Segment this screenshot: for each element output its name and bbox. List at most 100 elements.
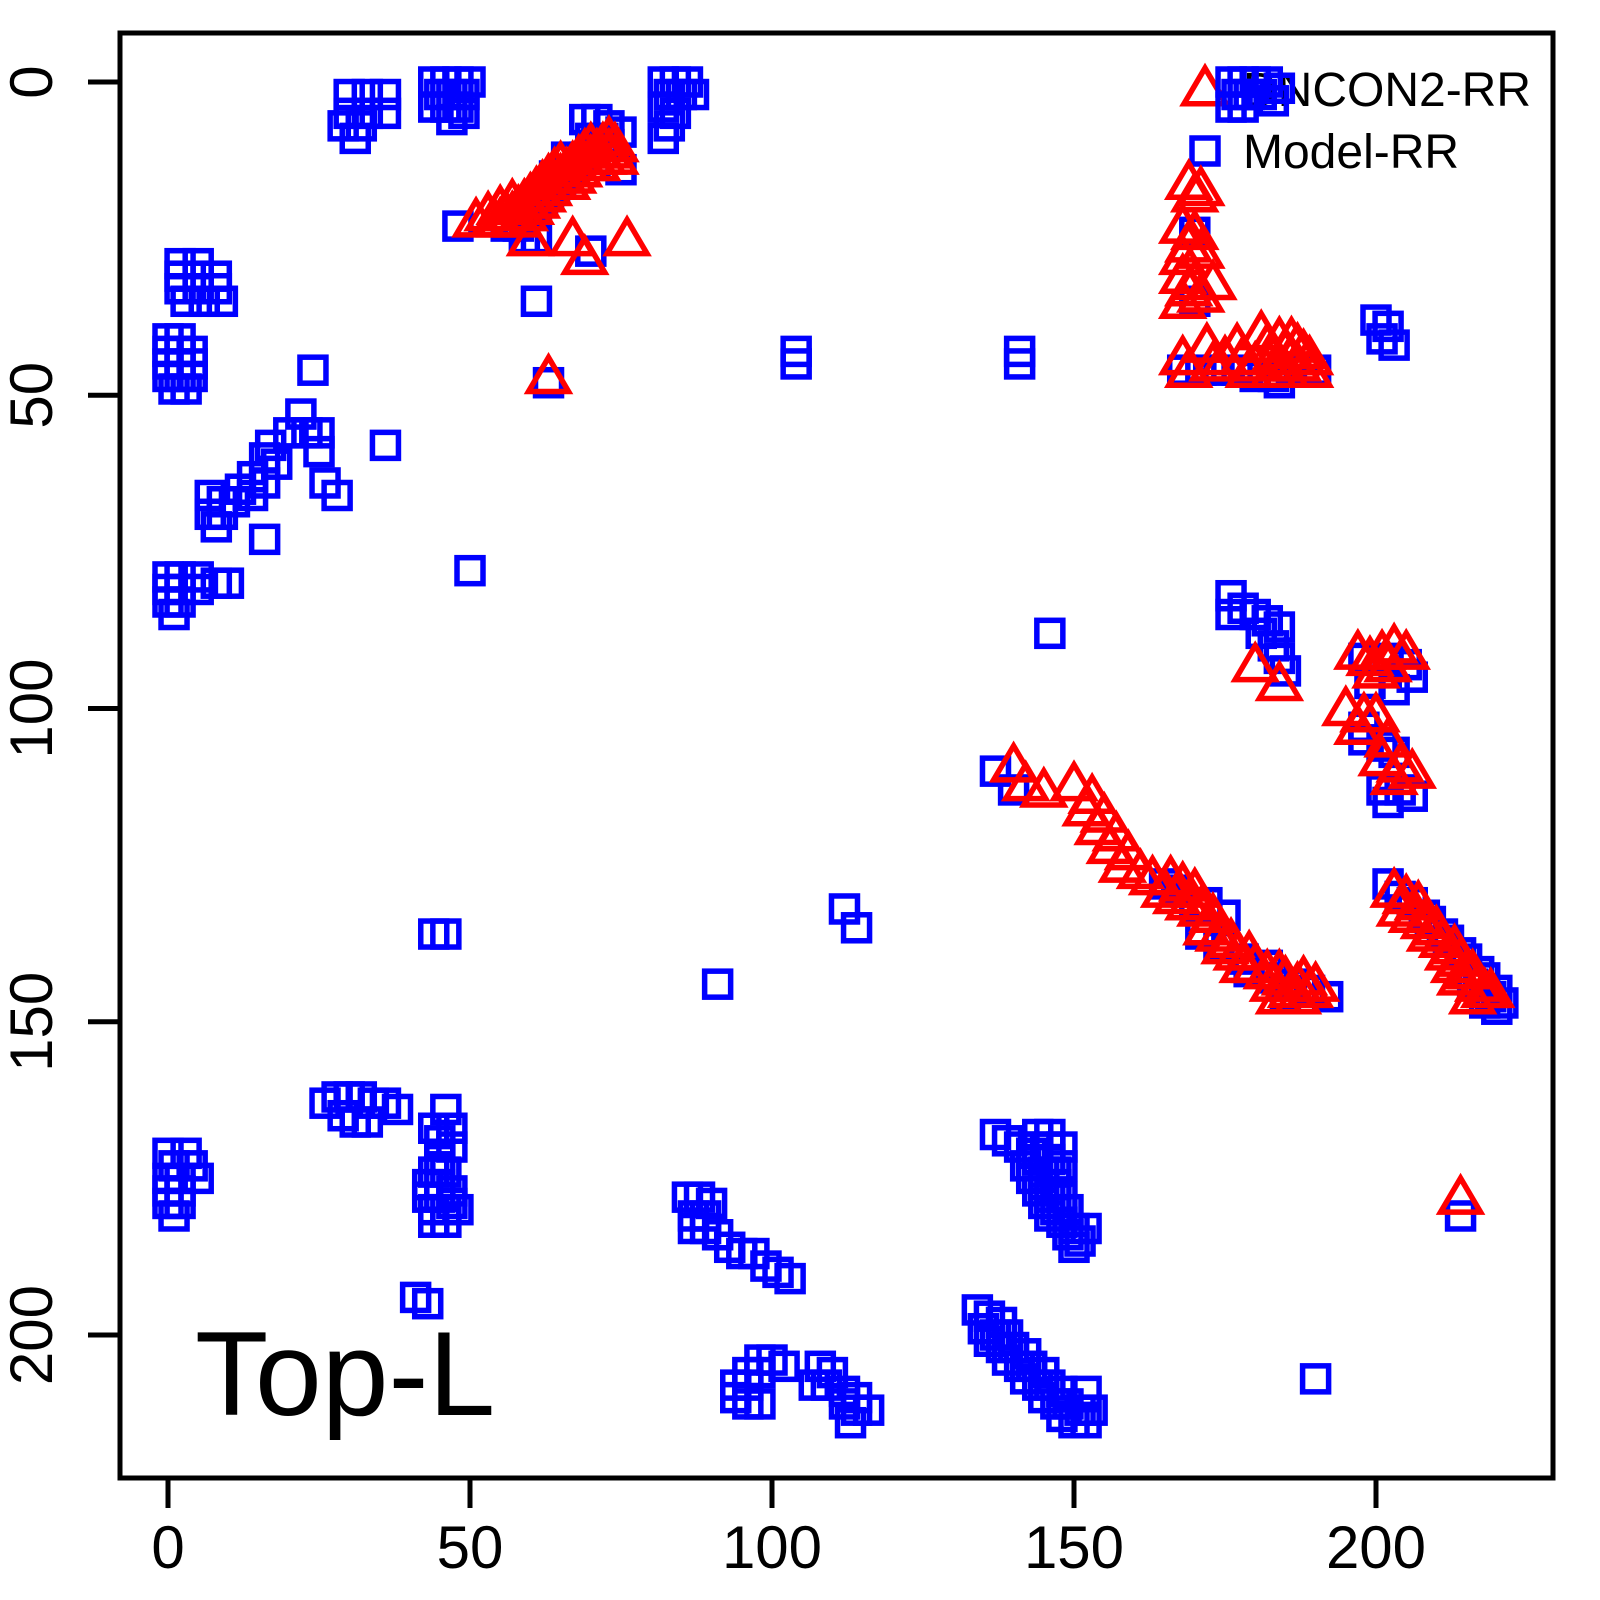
dncon2-rr-point xyxy=(1248,345,1299,388)
model-rr-point xyxy=(369,78,402,111)
y-axis-tick-label: 150 xyxy=(0,972,65,1072)
legend-square-marker xyxy=(1189,135,1221,167)
model-rr-point xyxy=(206,285,239,318)
y-axis-tick-label: 100 xyxy=(0,658,65,758)
model-rr-point xyxy=(1372,786,1404,819)
dncon2-rr-point xyxy=(1447,972,1498,1015)
dncon2-rr-point xyxy=(1405,909,1456,952)
model-rr-point xyxy=(321,479,353,512)
dncon2-rr-point xyxy=(1163,878,1214,921)
dncon2-rr-point xyxy=(559,232,610,276)
model-rr-point xyxy=(744,1388,776,1420)
model-rr-point xyxy=(236,479,269,512)
x-axis-tick-label: 0 xyxy=(151,1514,184,1581)
dncon2-rr-point xyxy=(1284,345,1335,388)
x-axis-tick-label: 150 xyxy=(1024,1514,1124,1581)
model-rr-point xyxy=(774,1262,806,1295)
model-rr-point xyxy=(170,373,202,405)
dncon2-rr-point xyxy=(602,214,652,257)
dncon2-rr-point xyxy=(1351,690,1401,733)
dncon2-rr-point xyxy=(1284,333,1335,376)
model-rr-point xyxy=(1046,1150,1078,1182)
model-rr-point xyxy=(339,122,371,155)
dncon2-rr-point xyxy=(1018,765,1069,808)
model-rr-point xyxy=(188,285,220,318)
y-axis-tick-label: 200 xyxy=(0,1285,65,1385)
model-rr-point xyxy=(997,774,1030,806)
model-rr-point xyxy=(647,122,680,155)
dncon2-rr-point xyxy=(1157,276,1208,320)
model-rr-point xyxy=(979,755,1012,787)
model-rr-point xyxy=(170,285,202,318)
model-rr-point xyxy=(436,1187,468,1220)
model-rr-point xyxy=(448,97,480,130)
dncon2-rr-point xyxy=(1157,232,1208,276)
legend: DNCON2-RR Model-RR xyxy=(1179,62,1531,179)
dncon2-rr-point xyxy=(1465,966,1516,1009)
axes: 0 50 100 150 200 0 50 100 150 200 xyxy=(0,30,1556,1581)
dncon2-rr-point xyxy=(1381,627,1432,670)
model-rr-point xyxy=(810,1369,843,1401)
dncon2-rr-point xyxy=(590,132,640,175)
dncon2-rr-point xyxy=(505,214,556,257)
model-rr-point xyxy=(297,354,329,386)
dncon2-rr-point xyxy=(1272,972,1323,1015)
model-rr-point xyxy=(158,1200,190,1232)
model-rr-point xyxy=(1263,611,1296,643)
model-rr-point xyxy=(303,417,335,449)
model-rr-point xyxy=(520,285,553,318)
dncon2-rr-point xyxy=(1333,627,1383,670)
dncon2-rr-point xyxy=(1115,846,1166,890)
model-rr-point xyxy=(430,1206,462,1238)
model-rr-point xyxy=(248,523,281,556)
dncon2-rr-point xyxy=(1290,959,1341,1002)
legend-label-model: Model-RR xyxy=(1243,126,1459,179)
dncon2-rr-point xyxy=(1200,922,1250,965)
dncon2-rr-point xyxy=(1333,702,1383,746)
model-rr-point xyxy=(1003,348,1036,380)
model-rr-point xyxy=(1058,1231,1090,1264)
model-rr-series xyxy=(152,66,1519,1439)
dncon2-rr-point xyxy=(590,120,640,163)
model-rr-point xyxy=(158,598,190,631)
model-rr-point xyxy=(381,1093,414,1126)
model-rr-point xyxy=(1299,1363,1332,1395)
dncon2-rr-series xyxy=(451,113,1516,1215)
model-rr-point xyxy=(1444,1200,1477,1232)
dncon2-rr-point xyxy=(1351,646,1401,689)
dncon2-rr-point xyxy=(1182,903,1232,946)
model-rr-point xyxy=(430,918,462,950)
model-rr-point xyxy=(454,554,486,587)
dncon2-rr-point xyxy=(1254,659,1305,702)
model-rr-point xyxy=(780,348,812,380)
model-rr-point xyxy=(1064,1225,1096,1257)
model-rr-point xyxy=(212,567,245,599)
model-rr-point xyxy=(351,1106,384,1138)
dncon2-rr-point xyxy=(1151,872,1202,915)
model-rr-point xyxy=(303,435,335,468)
dncon2-rr-point xyxy=(1230,640,1281,683)
y-axis-tick-label: 50 xyxy=(0,362,65,429)
dncon2-rr-point xyxy=(1387,890,1438,933)
model-rr-point xyxy=(1070,1375,1102,1408)
y-axis-tick-label: 0 xyxy=(0,65,65,98)
model-rr-point xyxy=(840,912,873,944)
model-rr-point xyxy=(200,511,233,543)
model-rr-point xyxy=(411,1287,444,1320)
dncon2-rr-point xyxy=(1363,640,1413,683)
model-rr-point xyxy=(834,1406,867,1439)
model-rr-point xyxy=(1257,85,1290,117)
dncon2-rr-point xyxy=(1375,884,1425,927)
model-rr-point xyxy=(1378,329,1410,361)
plot-box xyxy=(117,30,1556,1481)
model-rr-point xyxy=(351,78,384,111)
model-rr-point xyxy=(369,429,402,462)
dncon2-rr-point xyxy=(1139,865,1190,908)
dncon2-rr-point xyxy=(523,352,574,395)
model-rr-point xyxy=(1034,617,1066,650)
model-rr-point xyxy=(1076,1394,1108,1426)
model-rr-point xyxy=(333,78,365,111)
x-axis-tick-label: 200 xyxy=(1326,1514,1426,1581)
dncon2-rr-point xyxy=(1369,752,1419,796)
